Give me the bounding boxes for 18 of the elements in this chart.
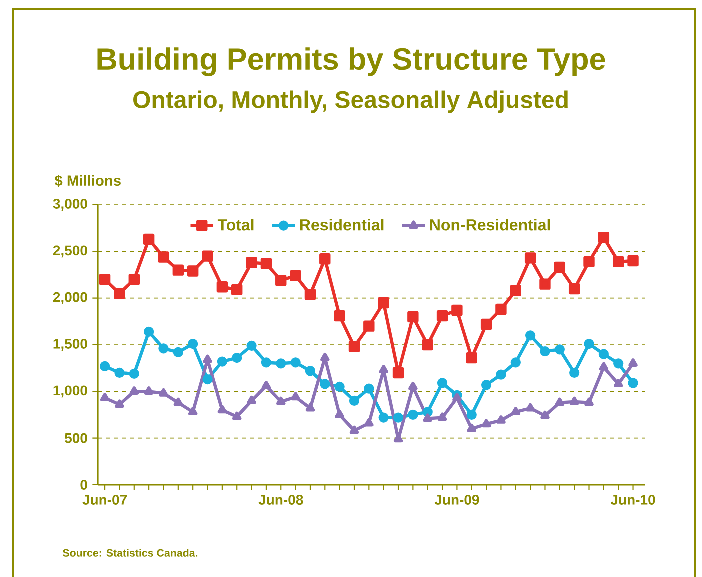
legend-label: Residential [300, 219, 384, 231]
y-tick-label: 1,500 [54, 339, 88, 351]
y-tick-label: 3,000 [53, 199, 88, 211]
y-tick-label: 0 [80, 480, 88, 490]
x-tick-label: Jun-07 [82, 495, 127, 505]
chart-subtitle: Ontario, Monthly, Seasonally Adjusted [134, 90, 568, 114]
y-tick-label: 500 [65, 433, 88, 444]
source-note: Source: Statistics Canada. [63, 549, 198, 557]
y-tick-label: 1,000 [54, 386, 88, 398]
x-tick-label: Jun-10 [610, 495, 656, 505]
y-tick-label: 2,500 [53, 246, 88, 258]
legend-label: Total [218, 219, 254, 231]
legend-label: Non-Residential [430, 219, 550, 231]
x-tick-label: Jun-08 [258, 495, 304, 505]
y-tick-label: 2,000 [53, 292, 88, 304]
y-axis-title: $ Millions [54, 175, 121, 187]
chart-title: Building Permits by Structure Type [98, 48, 606, 76]
x-tick-label: Jun-09 [434, 495, 480, 505]
